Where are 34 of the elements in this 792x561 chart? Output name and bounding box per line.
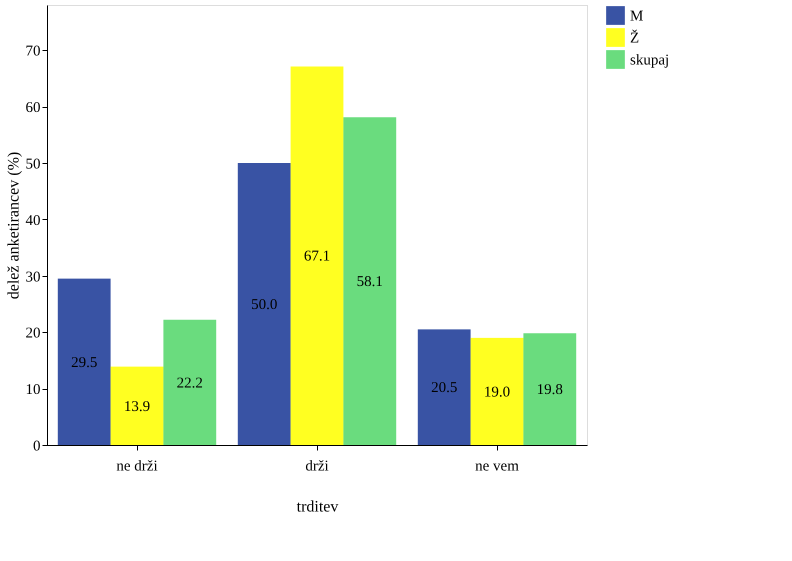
legend-label: skupaj: [630, 52, 670, 68]
legend-label: Ž: [630, 30, 640, 46]
legend-label: M: [630, 8, 644, 24]
y-tick-label: 70: [26, 44, 40, 60]
data-label: 20.5: [431, 380, 458, 396]
data-label: 22.2: [176, 375, 203, 392]
x-axis-title: trditev: [296, 498, 338, 516]
y-tick-label: 0: [33, 438, 40, 454]
bar: [290, 66, 344, 445]
bar: [238, 162, 291, 445]
x-tick-label: ne vem: [475, 458, 520, 474]
data-label: 19.8: [536, 382, 563, 398]
bar: [418, 329, 471, 445]
y-tick-label: 10: [26, 382, 40, 398]
y-tick-label: 50: [26, 156, 40, 172]
y-axis-title: delež anketirancev (%): [6, 152, 22, 300]
bar: [343, 117, 396, 445]
bar: [110, 366, 164, 445]
y-tick-label: 20: [26, 326, 40, 342]
y-tick-label: 30: [26, 269, 40, 286]
y-tick-label: 40: [26, 212, 40, 229]
bar: [523, 333, 576, 445]
data-label: 19.0: [484, 384, 510, 400]
bar: [163, 320, 216, 445]
bar: [58, 278, 111, 445]
data-label: 67.1: [304, 248, 330, 265]
data-label: 29.5: [71, 354, 98, 371]
bar: [470, 338, 524, 445]
y-tick-label: 60: [26, 100, 40, 116]
x-tick-label: drži: [305, 458, 329, 474]
x-tick-label: ne drži: [116, 458, 158, 474]
data-label: 50.0: [251, 296, 278, 313]
data-label: 58.1: [356, 274, 383, 290]
data-label: 13.9: [124, 398, 150, 415]
